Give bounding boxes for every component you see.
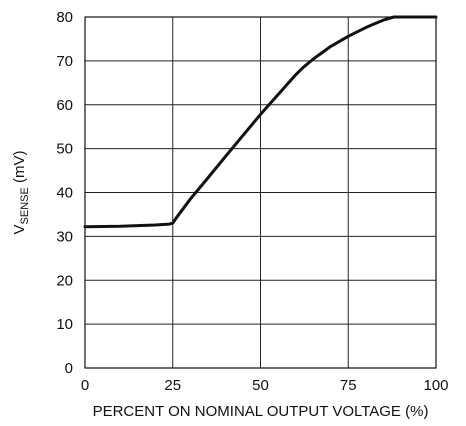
y-tick-labels: 0 10 20 30 40 50 60 70 80 [56,9,73,377]
y-axis-title-main: V [11,224,28,234]
grid [85,17,436,368]
x-axis-title: PERCENT ON NOMINAL OUTPUT VOLTAGE (%) [93,403,429,420]
series-line [83,15,438,229]
x-tick-label: 25 [164,377,181,394]
y-tick-label: 80 [56,9,73,26]
y-tick-label: 30 [56,228,73,245]
y-tick-label: 70 [56,53,73,70]
y-tick-label: 20 [56,272,73,289]
plot-frame [84,16,437,369]
y-axis-title: VSENSE (mV) [11,151,31,235]
y-axis-title-subscript: SENSE [19,187,31,224]
y-tick-label: 0 [65,360,73,377]
y-tick-label: 40 [56,185,73,202]
x-tick-label: 75 [340,377,357,394]
y-axis-title-unit: (mV) [11,151,28,188]
x-tick-label: 100 [423,377,448,394]
y-tick-label: 60 [56,97,73,114]
y-tick-label: 10 [56,316,73,333]
x-tick-label: 0 [81,377,89,394]
x-tick-label: 50 [252,377,269,394]
y-tick-label: 50 [56,141,73,158]
x-tick-labels: 0 25 50 75 100 [81,377,449,394]
